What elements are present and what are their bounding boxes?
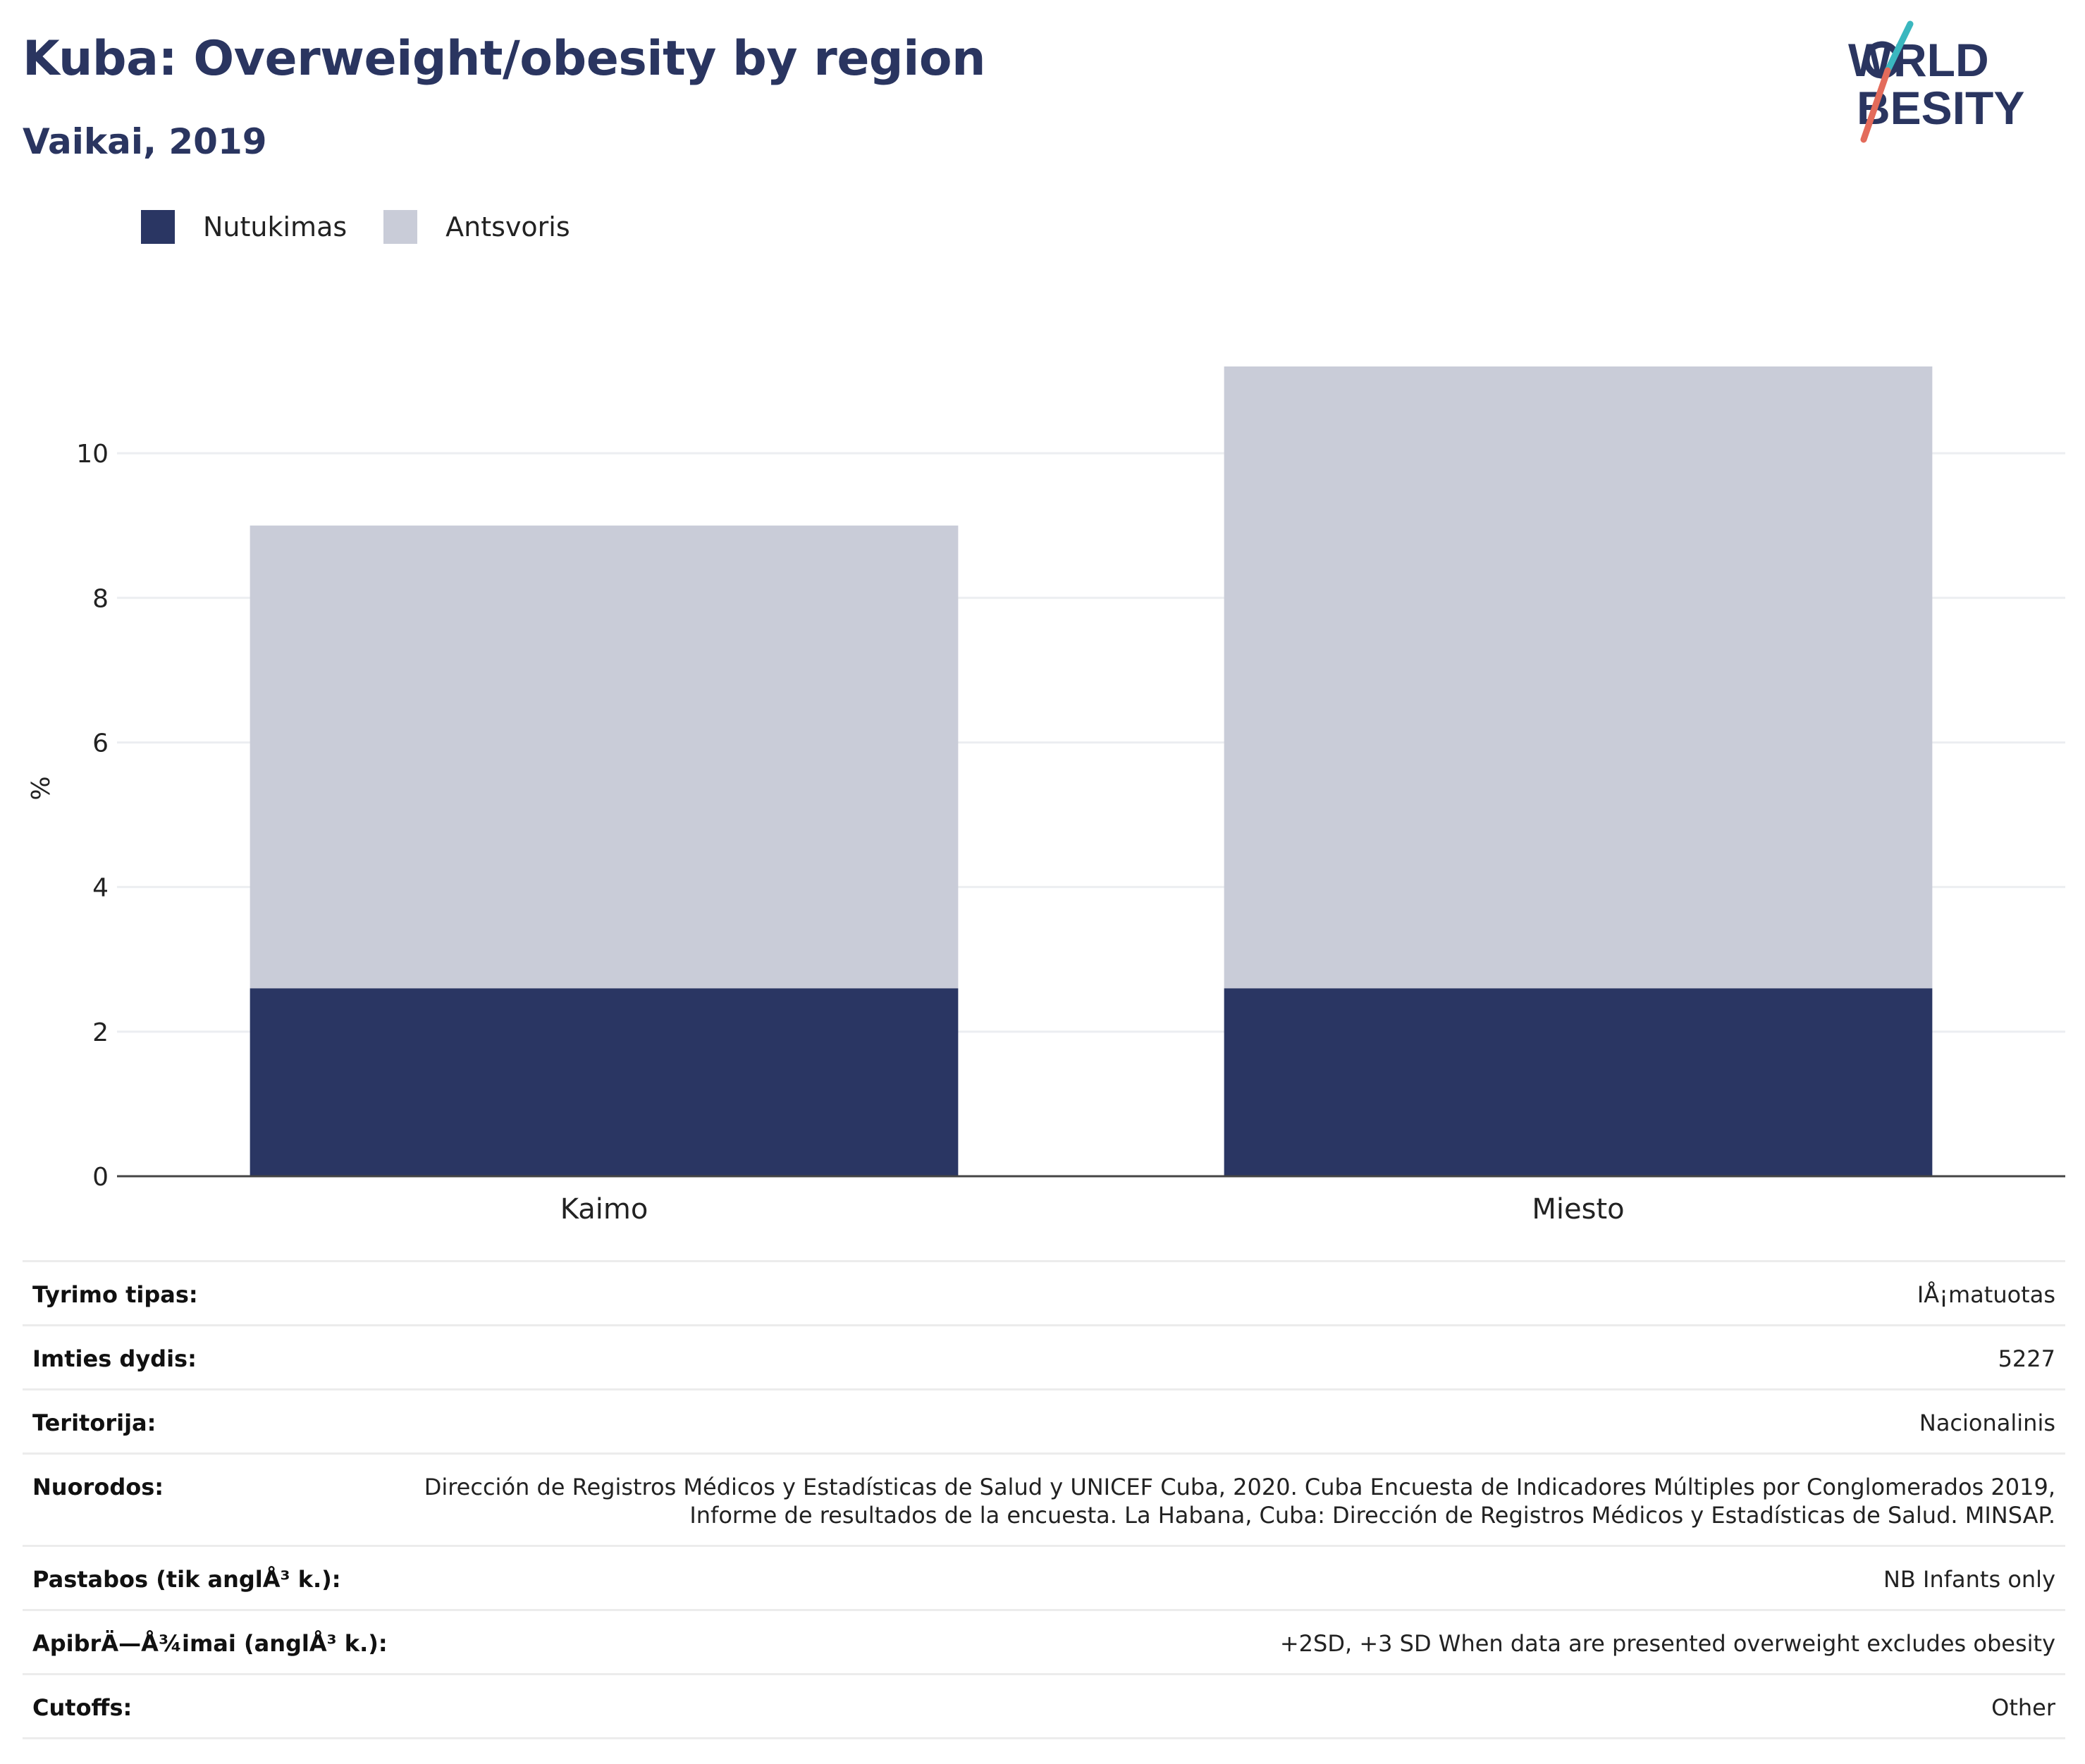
metadata-row: Imties dydis: 5227 bbox=[23, 1325, 2065, 1390]
metadata-key: Pastabos (tik anglÅ³ k.): bbox=[32, 1566, 341, 1593]
chart-subtitle: Vaikai, 2019 bbox=[23, 121, 267, 162]
metadata-value: IÅ¡matuotas bbox=[1917, 1281, 2055, 1308]
bar-overweight-miesto bbox=[1224, 366, 1933, 989]
metadata-row: Tyrimo tipas: IÅ¡matuotas bbox=[23, 1261, 2065, 1326]
bar-obesity-kaimo bbox=[250, 988, 959, 1176]
metadata-key: ApibrÄ—Å¾imai (anglÅ³ k.): bbox=[32, 1630, 388, 1657]
x-category-label: Kaimo bbox=[560, 1193, 648, 1226]
legend-item-overweight[interactable]: Antsvoris bbox=[383, 210, 570, 244]
metadata-row: Teritorija: Nacionalinis bbox=[23, 1389, 2065, 1454]
legend-swatch-obesity bbox=[141, 210, 175, 244]
legend-item-obesity[interactable]: Nutukimas bbox=[141, 210, 347, 244]
metadata-row: ApibrÄ—Å¾imai (anglÅ³ k.): +2SD, +3 SD Wh… bbox=[23, 1610, 2065, 1674]
metadata-value: Other bbox=[1991, 1694, 2055, 1721]
metadata-value: Nacionalinis bbox=[1919, 1410, 2055, 1436]
metadata-key: Nuorodos: bbox=[32, 1474, 164, 1500]
metadata-value: +2SD, +3 SD When data are presented over… bbox=[1279, 1630, 2055, 1657]
metadata-row: Cutoffs: Other bbox=[23, 1674, 2065, 1739]
x-category-label: Miesto bbox=[1532, 1193, 1624, 1226]
legend-label-overweight: Antsvoris bbox=[445, 211, 570, 242]
y-tick-label: 6 bbox=[92, 729, 109, 758]
y-axis-label: % bbox=[27, 776, 56, 800]
metadata-row: Pastabos (tik anglÅ³ k.): NB Infants only bbox=[23, 1546, 2065, 1610]
y-tick-label: 0 bbox=[92, 1163, 109, 1192]
chart-title: Kuba: Overweight/obesity by region bbox=[23, 31, 986, 87]
stacked-bar-chart: 0 2 4 6 8 10% Kaimo Miesto bbox=[27, 366, 2065, 1226]
metadata-value: NB Infants only bbox=[1883, 1566, 2055, 1593]
bar-obesity-miesto bbox=[1224, 988, 1933, 1176]
metadata-key: Cutoffs: bbox=[32, 1694, 133, 1721]
legend-label-obesity: Nutukimas bbox=[203, 211, 348, 242]
metadata-key: Tyrimo tipas: bbox=[32, 1281, 198, 1308]
metadata-row: Nuorodos: Dirección de Registros Médicos … bbox=[23, 1453, 2065, 1546]
svg-text:RLD: RLD bbox=[1893, 34, 1989, 86]
world-obesity-logo: W RLD BESITY bbox=[1848, 20, 2024, 143]
y-tick-label: 8 bbox=[92, 584, 109, 613]
metadata-key: Teritorija: bbox=[32, 1410, 156, 1436]
metadata-table: Tyrimo tipas: IÅ¡matuotas Imties dydis: 522… bbox=[23, 1260, 2065, 1739]
y-tick-label: 10 bbox=[76, 440, 109, 469]
svg-text:BESITY: BESITY bbox=[1857, 82, 2024, 134]
metadata-value: 5227 bbox=[1998, 1345, 2055, 1372]
y-tick-label: 2 bbox=[92, 1018, 109, 1047]
legend: Nutukimas Antsvoris bbox=[141, 210, 607, 244]
y-tick-label: 4 bbox=[92, 874, 109, 903]
metadata-value: Dirección de Registros Médicos y Estadís… bbox=[424, 1474, 2055, 1529]
bar-overweight-kaimo bbox=[250, 525, 959, 989]
metadata-key: Imties dydis: bbox=[32, 1345, 197, 1372]
legend-swatch-overweight bbox=[383, 210, 418, 244]
